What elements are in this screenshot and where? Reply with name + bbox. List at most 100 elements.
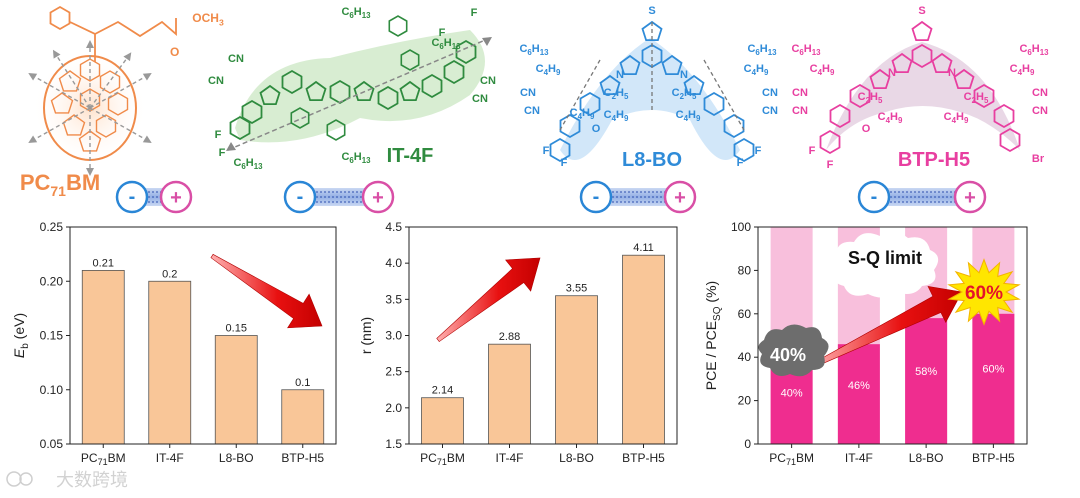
alkyl-label: C6​H13​	[519, 43, 549, 57]
electron-sign: -	[297, 186, 304, 208]
hexyl-label: C6​H13​	[431, 37, 461, 51]
backbone-ring	[559, 113, 581, 139]
backbone-ring	[399, 80, 421, 101]
cyano-label: CN	[762, 87, 778, 99]
cyano-label: CN	[1032, 105, 1048, 117]
alkyl-label: C6​H13​	[1019, 43, 1049, 57]
hexyl-label: C6​H13​	[233, 157, 263, 171]
backbone-ring	[619, 54, 641, 75]
binding-energy-chart: 0.21 PC71BM 0.2 IT-4F 0.15 L8-BO 0.1 BTP-H5 0.05…	[11, 220, 337, 467]
molecule-pc71bm: OCH3​ O PC71BM	[20, 5, 224, 199]
x-tick-label: PC71BM	[81, 451, 126, 467]
dipole-arrowhead	[226, 142, 236, 151]
backbone-ring	[911, 20, 933, 41]
molecule-panel: OCH3​ O PC71BM C6​H13​ C6​H13​ C6​H13​ C6​H13​…	[20, 5, 1049, 214]
x-tick-label: IT-4F	[156, 451, 184, 465]
oxygen-label: O	[170, 45, 179, 59]
x-tick-label: PC71BM	[769, 451, 814, 467]
backbone-ring	[723, 113, 745, 139]
hole-circle	[159, 180, 193, 214]
molecular-halo	[235, 30, 485, 143]
phenyl-ring	[49, 5, 71, 31]
alkyl-label: C2​H5​	[604, 87, 629, 101]
bar-data-label: 4.11	[633, 242, 654, 254]
dipole-arrow	[29, 73, 91, 109]
fluoro-label: F	[219, 147, 226, 159]
y-tick-label: 4.5	[385, 220, 402, 234]
sq-limit-label: S-Q limit	[848, 248, 922, 268]
phenyl-ring	[326, 119, 346, 141]
nitrogen-label: N	[948, 67, 956, 79]
y-tick-label: 3.5	[385, 292, 402, 306]
fullerene-ring	[99, 70, 121, 94]
bar-data-label: 2.88	[499, 331, 520, 343]
bar-data-label: 0.1	[295, 377, 310, 389]
cyano-label: CN	[520, 87, 536, 99]
hexyl-label: C6​H13​	[341, 6, 371, 20]
electron-circle	[283, 180, 317, 214]
backbone-ring	[377, 85, 399, 111]
exciton-pair: - +	[857, 180, 987, 214]
fluoro-label: F	[561, 157, 568, 169]
y-tick-label: 0.15	[40, 329, 64, 343]
phenyl-ring	[388, 15, 408, 37]
y-axis-label: PCE / PCESQ (%)	[703, 281, 723, 390]
x-tick-label: L8-BO	[219, 451, 254, 465]
exciton-radius-chart: 2.14 PC71BM 2.88 IT-4F 3.55 L8-BO 4.11 BTP-H5 1.…	[358, 220, 678, 467]
cyano-label: CN	[792, 105, 808, 117]
dipole-arrowhead	[28, 135, 38, 143]
bar-data-label: 58%	[915, 366, 937, 378]
y-tick-label: 0.10	[40, 383, 64, 397]
dipole-arrowhead	[482, 37, 492, 46]
dipole-arrowhead	[142, 73, 152, 81]
alkyl-label: C2​H5​	[672, 87, 697, 101]
electron-sign: -	[593, 186, 600, 208]
bar	[488, 343, 531, 445]
cyano-label: CN	[208, 75, 224, 87]
backbone-ring	[641, 20, 663, 41]
alkyl-label: C4​H9​	[1010, 63, 1035, 77]
alkyl-label: C4​H9​	[570, 107, 595, 121]
bar-data-label: 46%	[848, 380, 870, 392]
backbone-ring	[229, 115, 251, 141]
bar	[214, 335, 258, 445]
y-tick-label: 20	[738, 394, 752, 408]
bar	[837, 344, 880, 444]
exciton-binding-band	[300, 188, 378, 206]
molecule-name: BTP-H5	[898, 149, 970, 171]
backbone-ring	[869, 68, 891, 89]
cyano-label: CN	[524, 105, 540, 117]
molecule-btph5: C6​H13​ C4​H9​ C4​H9​ C6​H13​ C2​H5​ C2​H5​ C4…	[791, 5, 1049, 171]
molecule-name: PC71BM	[20, 170, 100, 199]
x-tick-label: PC71BM	[420, 451, 465, 467]
fluoro-label: F	[471, 7, 478, 19]
pce-ratio-chart: 40% PC71BM 46% IT-4F 58% L8-BO 60% BTP-H5 0 20 40 6…	[703, 220, 1028, 467]
alkyl-label: C4​H9​	[676, 109, 701, 123]
y-tick-label: 1.5	[385, 437, 402, 451]
methoxy-label: OCH3​	[192, 11, 224, 27]
sulfur-label: S	[648, 5, 655, 17]
hole-circle	[953, 180, 987, 214]
alkyl-label: C6​H13​	[747, 43, 777, 57]
y-tick-label: 100	[731, 220, 751, 234]
decreasing-trend-arrow	[210, 253, 323, 329]
nitrogen-label: N	[888, 67, 896, 79]
backbone-ring	[259, 84, 281, 105]
fluoro-label: F	[809, 145, 816, 157]
nitrogen-label: N	[616, 69, 624, 81]
exciton-pair: - +	[283, 180, 395, 214]
alkyl-label: C6​H13​	[791, 43, 821, 57]
y-tick-label: 2.5	[385, 365, 402, 379]
cyano-label: CN	[480, 75, 496, 87]
x-tick-label: BTP-H5	[622, 451, 665, 465]
hexyl-label: C6​H13​	[341, 151, 371, 165]
dipole-arrow	[89, 73, 151, 109]
fullerene-ring	[95, 114, 117, 138]
molecular-halo	[560, 38, 740, 160]
dipole-arrowhead	[86, 168, 94, 176]
y-tick-label: 0	[744, 437, 751, 451]
phenyl-ring	[400, 49, 420, 71]
y-tick-label: 0.20	[40, 274, 64, 288]
end-badge-label: 60%	[965, 283, 1003, 304]
alkyl-label: C4​H9​	[536, 63, 561, 77]
